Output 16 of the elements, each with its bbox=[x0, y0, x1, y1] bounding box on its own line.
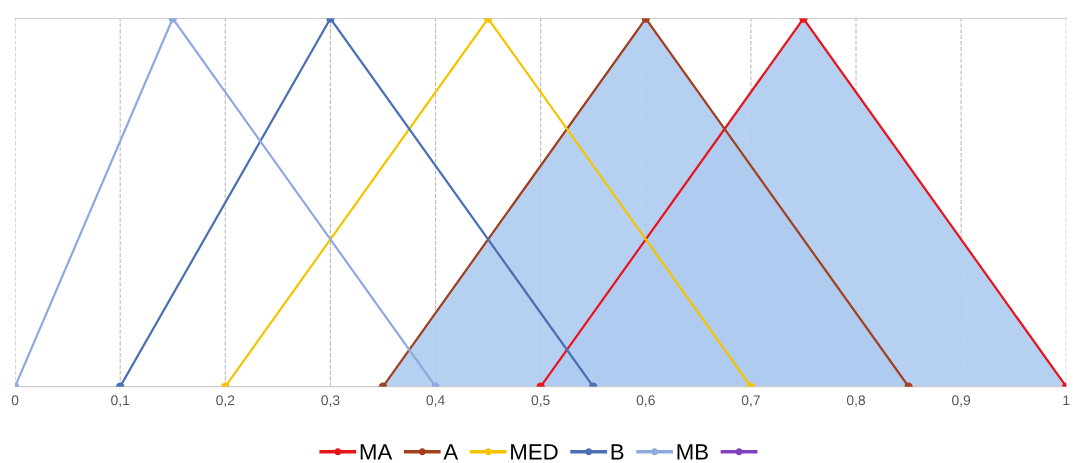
x-tick-label: 0,5 bbox=[531, 395, 550, 407]
x-tick-label: 0,3 bbox=[321, 395, 340, 407]
x-tick-label: 1 bbox=[1063, 395, 1070, 405]
x-tick-label: 0 bbox=[11, 395, 19, 406]
legend-label: A bbox=[443, 444, 459, 460]
x-tick-label: 0,1 bbox=[111, 395, 130, 407]
x-tick-label: 0,7 bbox=[741, 395, 760, 407]
legend-label: MB bbox=[677, 444, 708, 460]
x-tick-label: 0,4 bbox=[426, 395, 445, 407]
legend-label: B bbox=[611, 444, 624, 460]
x-tick-label: 0,9 bbox=[952, 395, 971, 407]
x-tick-label: 0,6 bbox=[636, 395, 655, 407]
x-tick-label: 0,2 bbox=[216, 395, 235, 407]
x-tick-label: 0,8 bbox=[846, 395, 866, 407]
legend-label: MED bbox=[511, 444, 558, 460]
legend-label: MA bbox=[360, 444, 393, 460]
